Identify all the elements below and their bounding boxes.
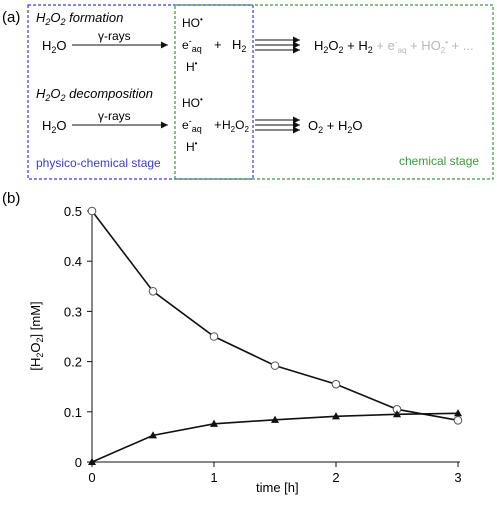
decomposition-radical-ho: HO• bbox=[182, 95, 203, 110]
x-tick-label: 2 bbox=[332, 470, 339, 485]
y-ticks: 0 0.1 0.2 0.3 0.4 0.5 bbox=[64, 204, 92, 470]
formation-radical-h: H• bbox=[186, 59, 198, 74]
formation-products: H2O2 + H2 + e-aq + HO2• + ... bbox=[314, 38, 474, 55]
x-tick-label: 3 bbox=[454, 470, 461, 485]
series-1-point bbox=[453, 416, 463, 425]
series-2-point bbox=[88, 457, 96, 465]
physico-chemical-stage-label: physico-chemical stage bbox=[36, 156, 161, 170]
formation-plus: + bbox=[214, 37, 222, 52]
decomposition-arrow-label: γ-rays bbox=[98, 109, 131, 123]
decomposition-plus: + bbox=[214, 117, 222, 132]
decomposition-products: O2 + H2O bbox=[308, 118, 363, 135]
series-markers bbox=[87, 206, 463, 465]
decomposition-multi-arrow bbox=[255, 116, 300, 134]
series-1-point bbox=[148, 287, 158, 296]
decomposition-radical-eaq: e-aq bbox=[182, 116, 202, 134]
series-2-point bbox=[454, 409, 462, 417]
series-2-point bbox=[149, 431, 157, 439]
y-tick-label: 0.1 bbox=[64, 405, 82, 420]
y-tick-label: 0.5 bbox=[64, 204, 82, 219]
series-1-point bbox=[87, 206, 97, 216]
formation-arrow-label: γ-rays bbox=[98, 29, 131, 43]
series-2-point bbox=[210, 419, 218, 427]
chemical-stage-label: chemical stage bbox=[399, 154, 479, 168]
series-2-point bbox=[393, 410, 401, 418]
y-tick-label: 0.4 bbox=[64, 254, 82, 269]
decomposition-radical-h: H• bbox=[186, 139, 198, 154]
decomposition-title: H2O2 decomposition bbox=[36, 86, 153, 103]
series-1-point bbox=[331, 379, 341, 389]
series-1-point bbox=[209, 332, 219, 341]
formation-reactant: H2O bbox=[42, 38, 67, 55]
series-2-point bbox=[271, 415, 279, 423]
plot-area: 0 0.1 0.2 0.3 0.4 0.5 0 1 2 3 bbox=[64, 204, 463, 485]
series-1-point bbox=[270, 361, 280, 370]
decomposition-reactant: H2O bbox=[42, 118, 67, 135]
formation-radical-eaq: e-aq bbox=[182, 36, 202, 54]
y-tick-label: 0.2 bbox=[64, 355, 82, 370]
panel-a-label: (a) bbox=[2, 9, 20, 26]
x-axis-label: time [h] bbox=[256, 480, 299, 495]
formation-multi-arrow bbox=[255, 36, 300, 54]
y-axis-label: [H2O2] [mM] bbox=[28, 301, 45, 370]
series-lines bbox=[91, 210, 459, 463]
x-tick-label: 1 bbox=[210, 470, 217, 485]
decomposition-additive: H2O2 bbox=[222, 118, 249, 134]
panel-a: (a) H2O2 formation H2O γ-rays HO• e-aq H… bbox=[2, 4, 494, 180]
x-tick-label: 0 bbox=[88, 470, 95, 485]
y-tick-label: 0.3 bbox=[64, 304, 82, 319]
formation-additive: H2 bbox=[232, 37, 246, 54]
series-2-point bbox=[332, 412, 340, 420]
panel-b: (b) 0 0.1 0.2 0.3 0.4 0.5 0 1 2 3 time [h] [H2O2… bbox=[2, 190, 463, 495]
chemical-stage-box bbox=[174, 4, 494, 180]
formation-title: H2O2 formation bbox=[36, 10, 123, 27]
panel-b-label: (b) bbox=[2, 190, 20, 207]
series-1-line bbox=[91, 210, 459, 422]
y-tick-label: 0 bbox=[75, 455, 82, 470]
formation-radical-ho: HO• bbox=[182, 15, 203, 30]
physico-chemical-stage-box bbox=[27, 4, 254, 180]
